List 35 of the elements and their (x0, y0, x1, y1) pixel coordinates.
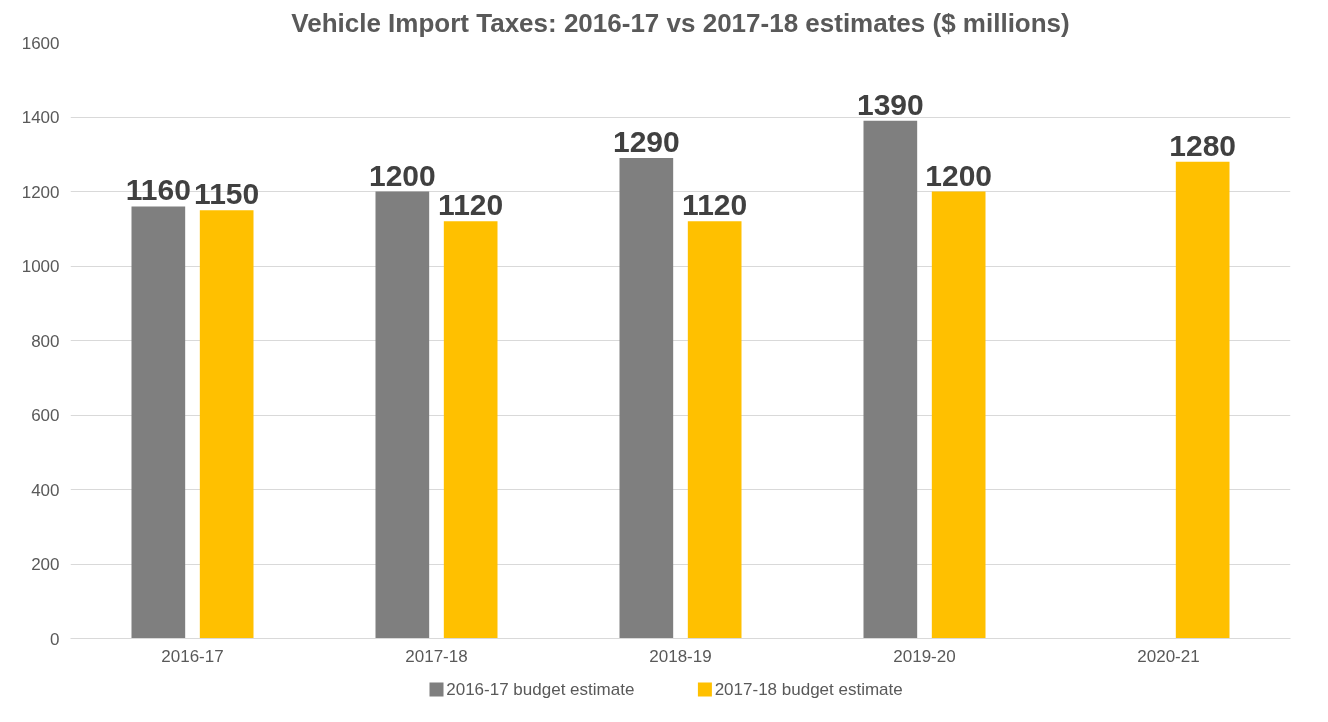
bar (619, 157, 674, 639)
y-tick-label: 800 (31, 331, 60, 351)
bar (199, 210, 254, 639)
bar (931, 191, 986, 639)
y-tick-label: 200 (31, 555, 60, 574)
data-label: 1120 (438, 188, 504, 222)
x-tick-label: 2019-20 (893, 646, 956, 666)
x-tick-label: 2016-17 (161, 646, 224, 666)
bar (687, 221, 742, 639)
y-tick-label: 1200 (21, 182, 60, 202)
x-tick-label: 2017-18 (405, 646, 468, 666)
data-label: 1280 (1169, 128, 1237, 162)
bar (131, 206, 186, 639)
y-tick-label: 1400 (21, 108, 60, 127)
data-label: 1390 (856, 87, 924, 121)
chart-title: Vehicle Import Taxes: 2016-17 vs 2017-18 estimates ($ millions) (291, 7, 1070, 38)
y-tick-label: 1600 (21, 33, 60, 53)
legend-label: 2017-18 budget estimate (714, 680, 903, 699)
y-tick-label: 600 (31, 406, 60, 425)
bar (443, 221, 498, 639)
x-tick-label: 2020-21 (1137, 646, 1200, 666)
data-label: 1150 (194, 177, 260, 211)
data-label: 1200 (368, 158, 436, 192)
bar (1175, 161, 1230, 639)
data-label: 1200 (925, 158, 993, 192)
bar (863, 120, 918, 639)
data-label: 1160 (125, 173, 191, 207)
y-tick-label: 1000 (21, 257, 60, 276)
bar (375, 191, 430, 639)
y-tick-label: 0 (50, 629, 60, 649)
data-label: 1120 (682, 188, 748, 222)
legend-label: 2016-17 budget estimate (446, 680, 635, 699)
y-tick-label: 400 (31, 480, 60, 500)
x-tick-label: 2018-19 (649, 646, 712, 666)
data-label: 1290 (612, 124, 680, 158)
